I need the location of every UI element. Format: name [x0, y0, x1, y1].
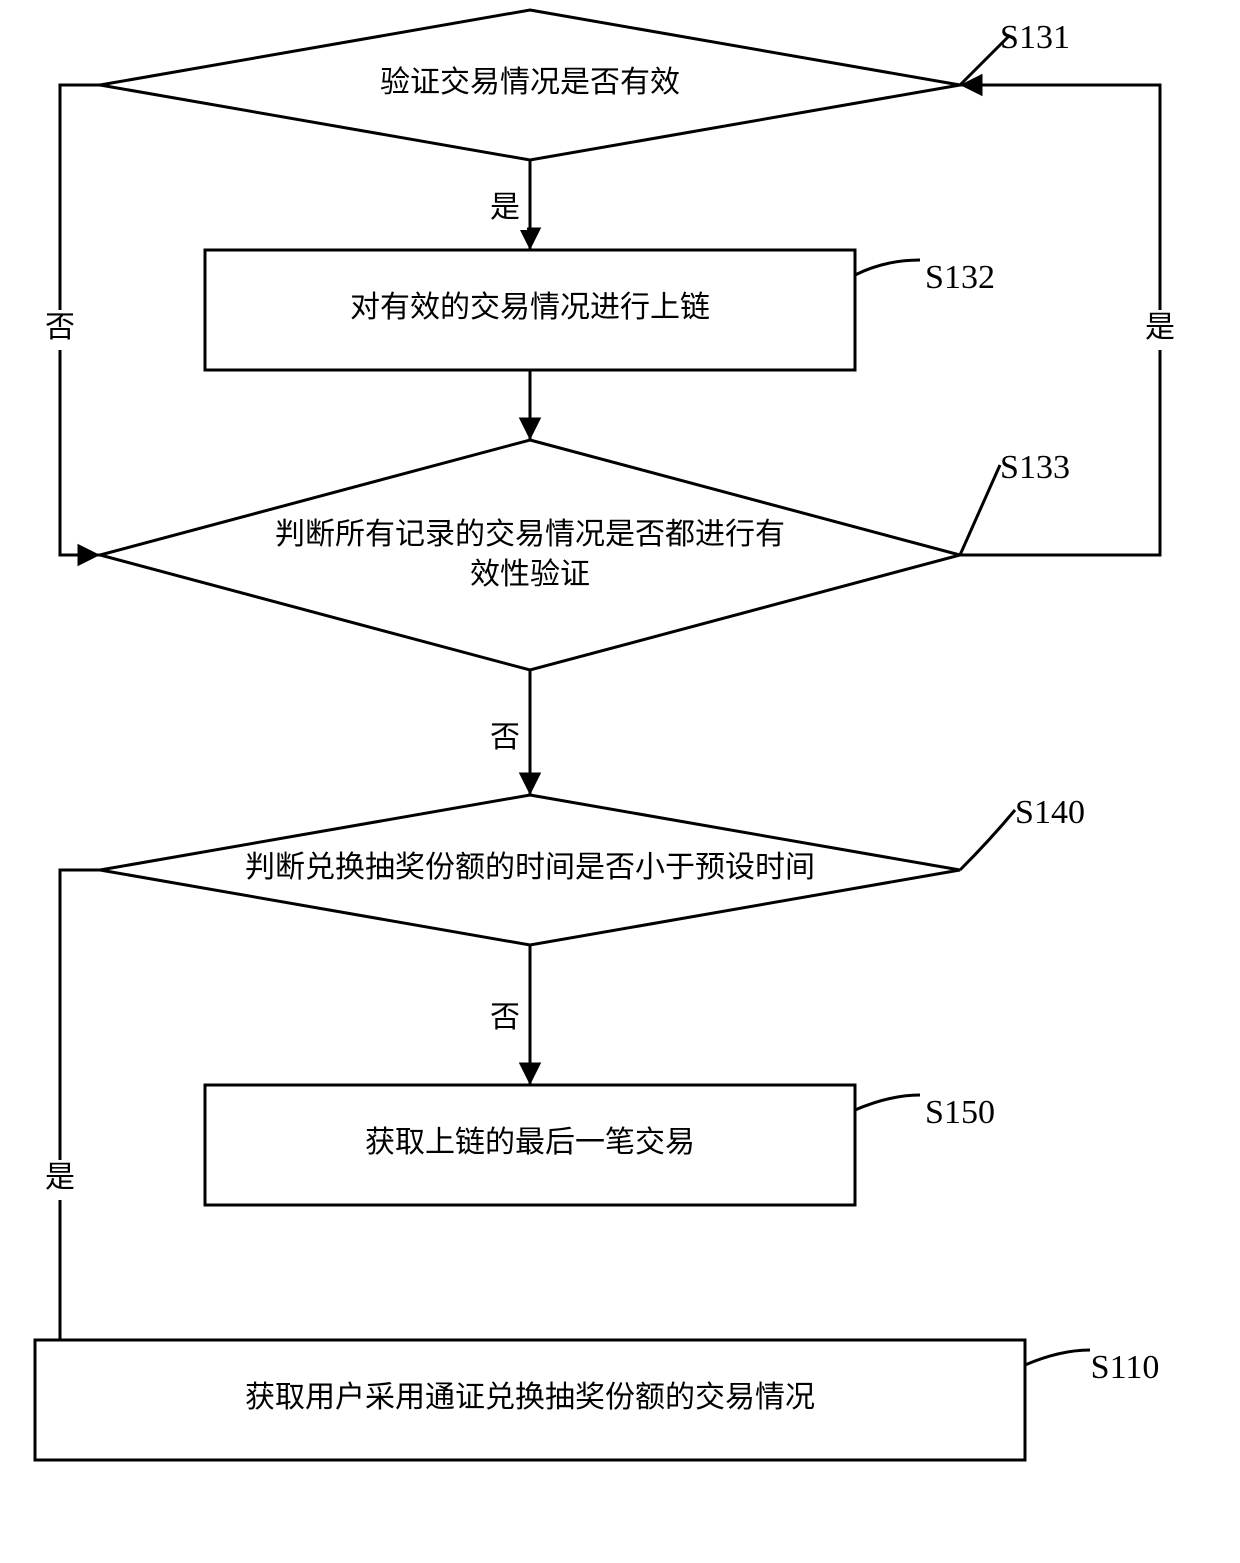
step-leader-s140 [960, 810, 1015, 870]
step-label-s150: S150 [925, 1094, 995, 1131]
node-text-s150: 获取上链的最后一笔交易 [365, 1126, 695, 1159]
node-text2-s133: 效性验证 [470, 558, 590, 591]
node-text-s110: 获取用户采用通证兑换抽奖份额的交易情况 [245, 1381, 815, 1414]
step-leader-s150 [855, 1095, 920, 1110]
step-label-s133: S133 [1000, 449, 1070, 486]
step-label-s132: S132 [925, 259, 995, 296]
step-label-s140: S140 [1015, 794, 1085, 831]
edge-label-s131-no-s133: 否 [45, 311, 75, 344]
edge-label-s133-yes-s131: 是 [1145, 311, 1175, 344]
edge-label-s131-s132: 是 [490, 191, 520, 224]
step-leader-s132 [855, 260, 920, 275]
node-text-s131: 验证交易情况是否有效 [380, 66, 680, 99]
node-text1-s133: 判断所有记录的交易情况是否都进行有 [275, 518, 785, 551]
edge-label-s140-s150: 否 [490, 1001, 520, 1034]
node-text-s132: 对有效的交易情况进行上链 [350, 291, 710, 324]
flowchart: 验证交易情况是否有效对有效的交易情况进行上链判断所有记录的交易情况是否都进行有效… [0, 0, 1240, 1563]
decision-s133 [100, 440, 960, 670]
edge-label-s133-s140: 否 [490, 721, 520, 754]
edge-label-s140-yes-s110: 是 [45, 1161, 75, 1194]
node-text-s140: 判断兑换抽奖份额的时间是否小于预设时间 [245, 851, 815, 884]
step-label-s110: S110 [1091, 1349, 1160, 1386]
step-label-s131: S131 [1000, 19, 1070, 56]
step-leader-s133 [960, 465, 1000, 555]
step-leader-s110 [1025, 1350, 1090, 1365]
